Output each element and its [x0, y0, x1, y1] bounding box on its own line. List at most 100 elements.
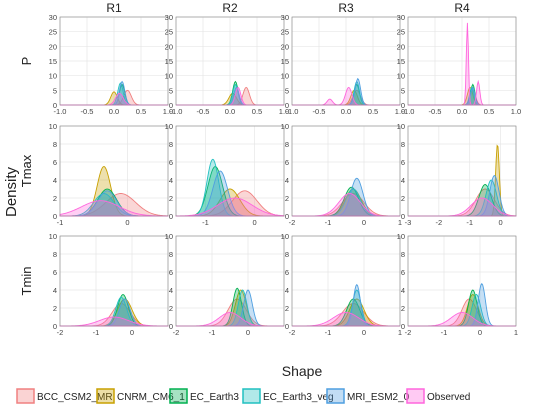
panel-border: [407, 235, 517, 327]
legend-swatch: [16, 388, 35, 404]
y-tick-label: 0: [401, 212, 405, 221]
panel-border: [59, 125, 169, 217]
x-tick-label: 0: [246, 328, 250, 337]
y-tick-label: 10: [397, 232, 405, 241]
y-tick-label: 2: [53, 304, 57, 313]
panel-background: [59, 235, 169, 327]
x-tick-label: -1: [93, 328, 100, 337]
y-tick-label: 10: [165, 122, 173, 131]
x-tick-label: 0: [125, 218, 129, 227]
y-tick-label: 10: [49, 72, 57, 81]
x-tick-label: -0.5: [313, 107, 326, 116]
panel-P-R1: 0 5 10 15 20 25 30 -1.0 -0.5 0.0 0.5 1.0: [49, 13, 174, 116]
column-label: R3: [338, 1, 354, 15]
x-tick-label: -2: [57, 328, 64, 337]
x-tick-label: 1: [398, 218, 402, 227]
panel-border: [59, 16, 169, 106]
panel-Tmax-R4: 0 2 4 6 8 10 -3 -2 -1 0: [397, 122, 517, 227]
y-tick-label: 30: [281, 13, 289, 22]
legend: BCC_CSM2_MR CNRM_CM6_1 EC_Earth3 EC_Earth3_…: [16, 388, 470, 404]
y-tick-label: 6: [53, 158, 57, 167]
x-tick-label: -0.5: [81, 107, 94, 116]
panel-P-R4: 0 5 10 15 20 25 30 -1.0 -0.5 0.0 0.5 1.0: [397, 13, 522, 116]
y-tick-label: 5: [169, 86, 173, 95]
y-tick-label: 25: [49, 28, 57, 37]
panel-border: [291, 16, 401, 106]
y-tick-label: 10: [281, 72, 289, 81]
y-tick-label: 0: [53, 322, 57, 331]
x-tick-label: 0: [478, 328, 482, 337]
panel-P-R3: 0 5 10 15 20 25 30 -1.0 -0.5 0.0 0.5 1.0: [281, 13, 406, 116]
legend-item: EC_Earth3: [169, 388, 239, 404]
x-axis-label: Shape: [282, 363, 323, 379]
x-tick-label: -1.0: [286, 107, 299, 116]
legend-item: Observed: [406, 388, 470, 404]
panel-border: [59, 235, 169, 327]
x-tick-label: -2: [289, 218, 296, 227]
x-tick-label: 0.5: [484, 107, 494, 116]
y-tick-label: 15: [49, 57, 57, 66]
legend-swatch: [406, 388, 425, 404]
legend-label: BCC_CSM2_MR: [37, 392, 113, 403]
panel-border: [291, 125, 401, 217]
x-tick-label: -1: [202, 218, 209, 227]
panel-border: [291, 235, 401, 327]
legend-item: MRI_ESM2_0: [326, 388, 410, 404]
density-Observed: [175, 197, 285, 217]
legend-item: EC_Earth3_veg: [242, 388, 334, 404]
y-tick-label: 0: [169, 322, 173, 331]
y-tick-label: 20: [281, 42, 289, 51]
panel-background: [407, 235, 517, 327]
x-tick-label: -1: [466, 218, 473, 227]
y-tick-label: 2: [401, 304, 405, 313]
y-tick-label: 4: [401, 176, 405, 185]
legend-label: EC_Earth3: [190, 392, 239, 403]
x-tick-label: 0.0: [225, 107, 235, 116]
x-tick-label: -2: [289, 328, 296, 337]
x-tick-label: -1.0: [402, 107, 415, 116]
y-tick-label: 4: [169, 176, 173, 185]
y-tick-label: 8: [401, 140, 405, 149]
y-tick-label: 2: [169, 194, 173, 203]
legend-label: CNRM_CM6_1: [117, 392, 185, 403]
y-axis-label: Density: [3, 166, 20, 217]
legend-label: MRI_ESM2_0: [347, 392, 410, 403]
y-tick-label: 0: [401, 322, 405, 331]
y-tick-label: 25: [165, 28, 173, 37]
column-labels: R1 R2 R3 R4: [106, 1, 470, 15]
x-tick-label: -1: [325, 218, 332, 227]
y-tick-label: 8: [169, 140, 173, 149]
y-tick-label: 10: [49, 232, 57, 241]
x-tick-label: 0.5: [252, 107, 262, 116]
legend-label: Observed: [427, 392, 470, 403]
y-tick-label: 2: [285, 304, 289, 313]
x-tick-label: 0.5: [368, 107, 378, 116]
y-tick-label: 30: [165, 13, 173, 22]
x-tick-label: -1: [325, 328, 332, 337]
legend-swatch: [242, 388, 261, 404]
x-tick-label: 0: [130, 328, 134, 337]
y-tick-label: 15: [397, 57, 405, 66]
y-tick-label: 8: [401, 250, 405, 259]
y-tick-label: 0: [285, 212, 289, 221]
x-tick-label: -2: [405, 328, 412, 337]
row-labels: P Tmax Tmin: [19, 57, 34, 296]
y-tick-label: 6: [401, 158, 405, 167]
panel-border: [407, 125, 517, 217]
x-tick-label: -2: [173, 328, 180, 337]
y-tick-label: 2: [285, 194, 289, 203]
y-tick-label: 10: [397, 72, 405, 81]
panel-background: [291, 125, 401, 217]
y-tick-label: 4: [401, 286, 405, 295]
x-tick-label: -3: [405, 218, 412, 227]
x-tick-label: -1: [57, 218, 64, 227]
panel-border: [175, 235, 285, 327]
x-tick-label: 1.0: [511, 107, 521, 116]
x-tick-label: -0.5: [197, 107, 210, 116]
y-tick-label: 15: [281, 57, 289, 66]
panel-Tmin-R1: 0 2 4 6 8 10 -2 -1 0: [49, 232, 169, 337]
y-tick-label: 0: [285, 101, 289, 110]
row-label: Tmin: [19, 267, 34, 296]
